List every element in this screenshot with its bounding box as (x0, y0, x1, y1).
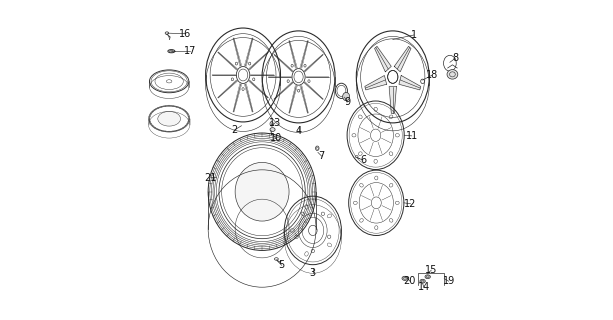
Ellipse shape (402, 276, 408, 280)
Text: 18: 18 (426, 70, 438, 80)
Text: 20: 20 (404, 276, 416, 286)
Text: 21: 21 (205, 173, 217, 183)
Polygon shape (394, 46, 411, 72)
Text: 8: 8 (452, 53, 458, 63)
Text: 9: 9 (344, 97, 350, 107)
Text: 19: 19 (443, 276, 455, 286)
Text: 11: 11 (406, 131, 418, 141)
Text: 10: 10 (270, 133, 282, 143)
Text: 7: 7 (319, 151, 325, 161)
Ellipse shape (447, 69, 458, 79)
Text: 5: 5 (279, 260, 285, 270)
Ellipse shape (235, 162, 289, 221)
Ellipse shape (425, 275, 430, 279)
Polygon shape (365, 76, 387, 90)
Text: 1: 1 (411, 30, 417, 40)
Text: 14: 14 (417, 282, 430, 292)
Text: 4: 4 (295, 126, 302, 136)
Polygon shape (389, 86, 397, 113)
Polygon shape (399, 76, 421, 90)
Polygon shape (375, 46, 391, 72)
Ellipse shape (420, 279, 425, 283)
Text: 2: 2 (231, 125, 237, 135)
Text: 16: 16 (179, 29, 191, 39)
Text: 6: 6 (360, 155, 366, 165)
Ellipse shape (158, 111, 180, 126)
Text: 13: 13 (269, 117, 281, 128)
Text: 15: 15 (425, 265, 437, 276)
Ellipse shape (343, 92, 349, 101)
Text: 12: 12 (405, 199, 417, 209)
Text: 3: 3 (310, 268, 316, 278)
Text: 17: 17 (185, 46, 197, 56)
Ellipse shape (270, 128, 275, 132)
